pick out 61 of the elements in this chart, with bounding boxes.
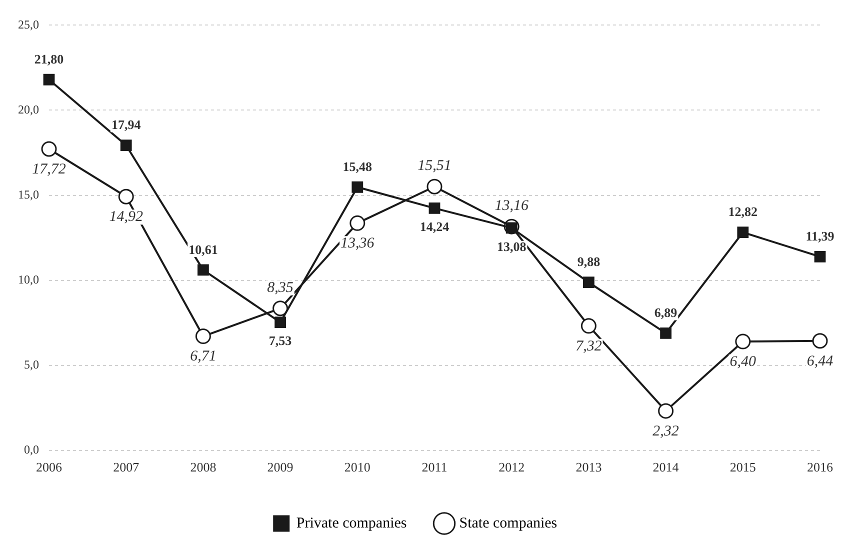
point bbox=[812, 333, 828, 349]
data-label: 13,08 bbox=[496, 238, 527, 254]
data-label: 11,39 bbox=[806, 228, 835, 244]
point bbox=[352, 181, 364, 193]
point bbox=[274, 316, 286, 328]
point bbox=[737, 226, 749, 238]
point bbox=[583, 276, 594, 288]
data-label: 9,88 bbox=[577, 254, 601, 270]
data-label: 21,80 bbox=[34, 51, 64, 66]
point bbox=[660, 328, 672, 339]
y-tick-label: 20,0 bbox=[18, 102, 39, 116]
point bbox=[118, 188, 134, 204]
point bbox=[120, 140, 132, 151]
data-label: 15,51 bbox=[418, 158, 452, 174]
data-label: 6,44 bbox=[806, 353, 834, 370]
point bbox=[735, 334, 751, 350]
x-tick-label: 2011 bbox=[422, 460, 448, 475]
data-label: 8,35 bbox=[267, 280, 294, 296]
legend-label: Private companies bbox=[296, 515, 407, 532]
y-tick-label: 5,0 bbox=[24, 358, 39, 372]
point bbox=[426, 178, 442, 194]
data-label: 6,40 bbox=[730, 354, 757, 370]
x-tick-label: 2016 bbox=[807, 460, 834, 475]
y-tick-label: 0,0 bbox=[24, 442, 39, 457]
x-tick-label: 2010 bbox=[344, 460, 370, 475]
data-label: 7,32 bbox=[576, 338, 602, 354]
data-label: 14,24 bbox=[420, 219, 450, 234]
point bbox=[41, 141, 57, 157]
data-label: 15,48 bbox=[342, 158, 373, 174]
data-label: 2,32 bbox=[652, 423, 680, 440]
data-label: 6,89 bbox=[654, 305, 678, 320]
x-tick-label: 2012 bbox=[498, 460, 525, 475]
legend-label: State companies bbox=[459, 515, 558, 532]
y-tick-label: 25,0 bbox=[18, 17, 39, 32]
y-tick-label: 15,0 bbox=[18, 187, 39, 202]
x-tick-label: 2015 bbox=[730, 460, 756, 475]
x-tick-label: 2013 bbox=[576, 460, 602, 475]
data-label: 7,53 bbox=[268, 333, 292, 348]
point bbox=[272, 300, 288, 316]
x-tick-label: 2006 bbox=[36, 460, 62, 475]
data-label: 13,16 bbox=[494, 198, 529, 214]
data-label: 17,72 bbox=[32, 161, 66, 178]
point bbox=[195, 328, 211, 344]
point bbox=[658, 403, 674, 419]
x-tick-label: 2014 bbox=[652, 460, 680, 475]
data-label: 13,36 bbox=[340, 236, 375, 252]
point bbox=[428, 202, 440, 214]
data-label: 14,92 bbox=[109, 209, 144, 226]
point bbox=[814, 250, 826, 262]
data-label: 12,82 bbox=[728, 204, 758, 220]
data-label: 6,71 bbox=[190, 348, 216, 365]
x-tick-label: 2007 bbox=[113, 460, 140, 475]
data-label: 17,94 bbox=[111, 117, 142, 132]
point bbox=[580, 318, 596, 334]
point bbox=[350, 215, 366, 231]
x-tick-label: 2008 bbox=[190, 460, 216, 475]
y-tick-label: 10,0 bbox=[18, 272, 39, 286]
point bbox=[43, 74, 55, 86]
x-tick-label: 2009 bbox=[267, 460, 294, 475]
point bbox=[198, 264, 209, 276]
data-label: 10,61 bbox=[188, 242, 218, 257]
